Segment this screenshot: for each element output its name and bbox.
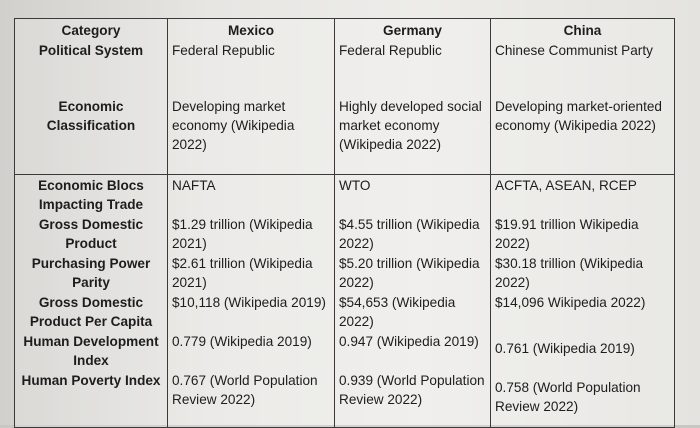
cell-mexico: 0.779 (Wikipedia 2019)	[167, 331, 335, 370]
cell-germany: $4.55 trillion (Wikipedia 2022)	[334, 214, 491, 253]
cell-china: Developing market-oriented economy (Wiki…	[490, 96, 675, 174]
cell-germany: 0.939 (World Population Review 2022)	[334, 370, 491, 428]
cell-mexico: $10,118 (Wikipedia 2019)	[167, 292, 335, 331]
table-row: Human Poverty Index 0.767 (World Populat…	[14, 370, 675, 428]
row-label: Human Poverty Index	[14, 370, 168, 428]
table-row: Gross Domestic Product $1.29 trillion (W…	[14, 214, 675, 253]
table-row: Political System Federal Republic Federa…	[14, 40, 675, 96]
cell-germany: 0.947 (Wikipedia 2019)	[334, 331, 491, 370]
cell-mexico: NAFTA	[167, 173, 335, 214]
cell-germany: WTO	[334, 173, 491, 214]
row-label: Human Development Index	[14, 331, 168, 370]
row-label: Economic Classification	[14, 96, 168, 174]
table-row: Economic Blocs Impacting Trade NAFTA WTO…	[14, 173, 675, 214]
cell-mexico: Developing market economy (Wikipedia 202…	[167, 96, 335, 174]
cell-china: Chinese Communist Party	[490, 40, 675, 96]
cell-china: $30.18 trillion (Wikipedia 2022)	[490, 253, 675, 292]
table-row: Human Development Index 0.779 (Wikipedia…	[14, 331, 675, 370]
cell-germany: Highly developed social market economy (…	[334, 96, 491, 174]
table-row: Economic Classification Developing marke…	[14, 96, 675, 174]
row-label: Gross Domestic Product	[14, 214, 168, 253]
comparison-table: Category Mexico Germany China Political …	[14, 18, 675, 428]
row-label: Economic Blocs Impacting Trade	[14, 173, 168, 214]
header-china: China	[490, 18, 675, 40]
table-row: Purchasing Power Parity $2.61 trillion (…	[14, 253, 675, 292]
cell-mexico: $1.29 trillion (Wikipedia 2021)	[167, 214, 335, 253]
cell-china: $14,096 Wikipedia 2022)	[490, 292, 675, 331]
cell-germany: $54,653 (Wikipedia 2022)	[334, 292, 491, 331]
row-label: Purchasing Power Parity	[14, 253, 168, 292]
cell-germany: Federal Republic	[334, 40, 491, 96]
cell-mexico: Federal Republic	[167, 40, 335, 96]
cell-germany: $5.20 trillion (Wikipedia 2022)	[334, 253, 491, 292]
header-germany: Germany	[334, 18, 491, 40]
cell-mexico: $2.61 trillion (Wikipedia 2021)	[167, 253, 335, 292]
header-row: Category Mexico Germany China	[14, 18, 675, 40]
cell-china: ACFTA, ASEAN, RCEP	[490, 173, 675, 214]
row-label: Gross Domestic Product Per Capita	[14, 292, 168, 331]
cell-mexico: 0.767 (World Population Review 2022)	[167, 370, 335, 428]
cell-china: $19.91 trillion Wikipedia 2022)	[490, 214, 675, 253]
cell-china: 0.758 (World Population Review 2022)	[490, 370, 675, 428]
header-mexico: Mexico	[167, 18, 335, 40]
cell-china: 0.761 (Wikipedia 2019)	[490, 331, 675, 370]
header-category: Category	[14, 18, 168, 40]
row-label: Political System	[14, 40, 168, 96]
table-row: Gross Domestic Product Per Capita $10,11…	[14, 292, 675, 331]
